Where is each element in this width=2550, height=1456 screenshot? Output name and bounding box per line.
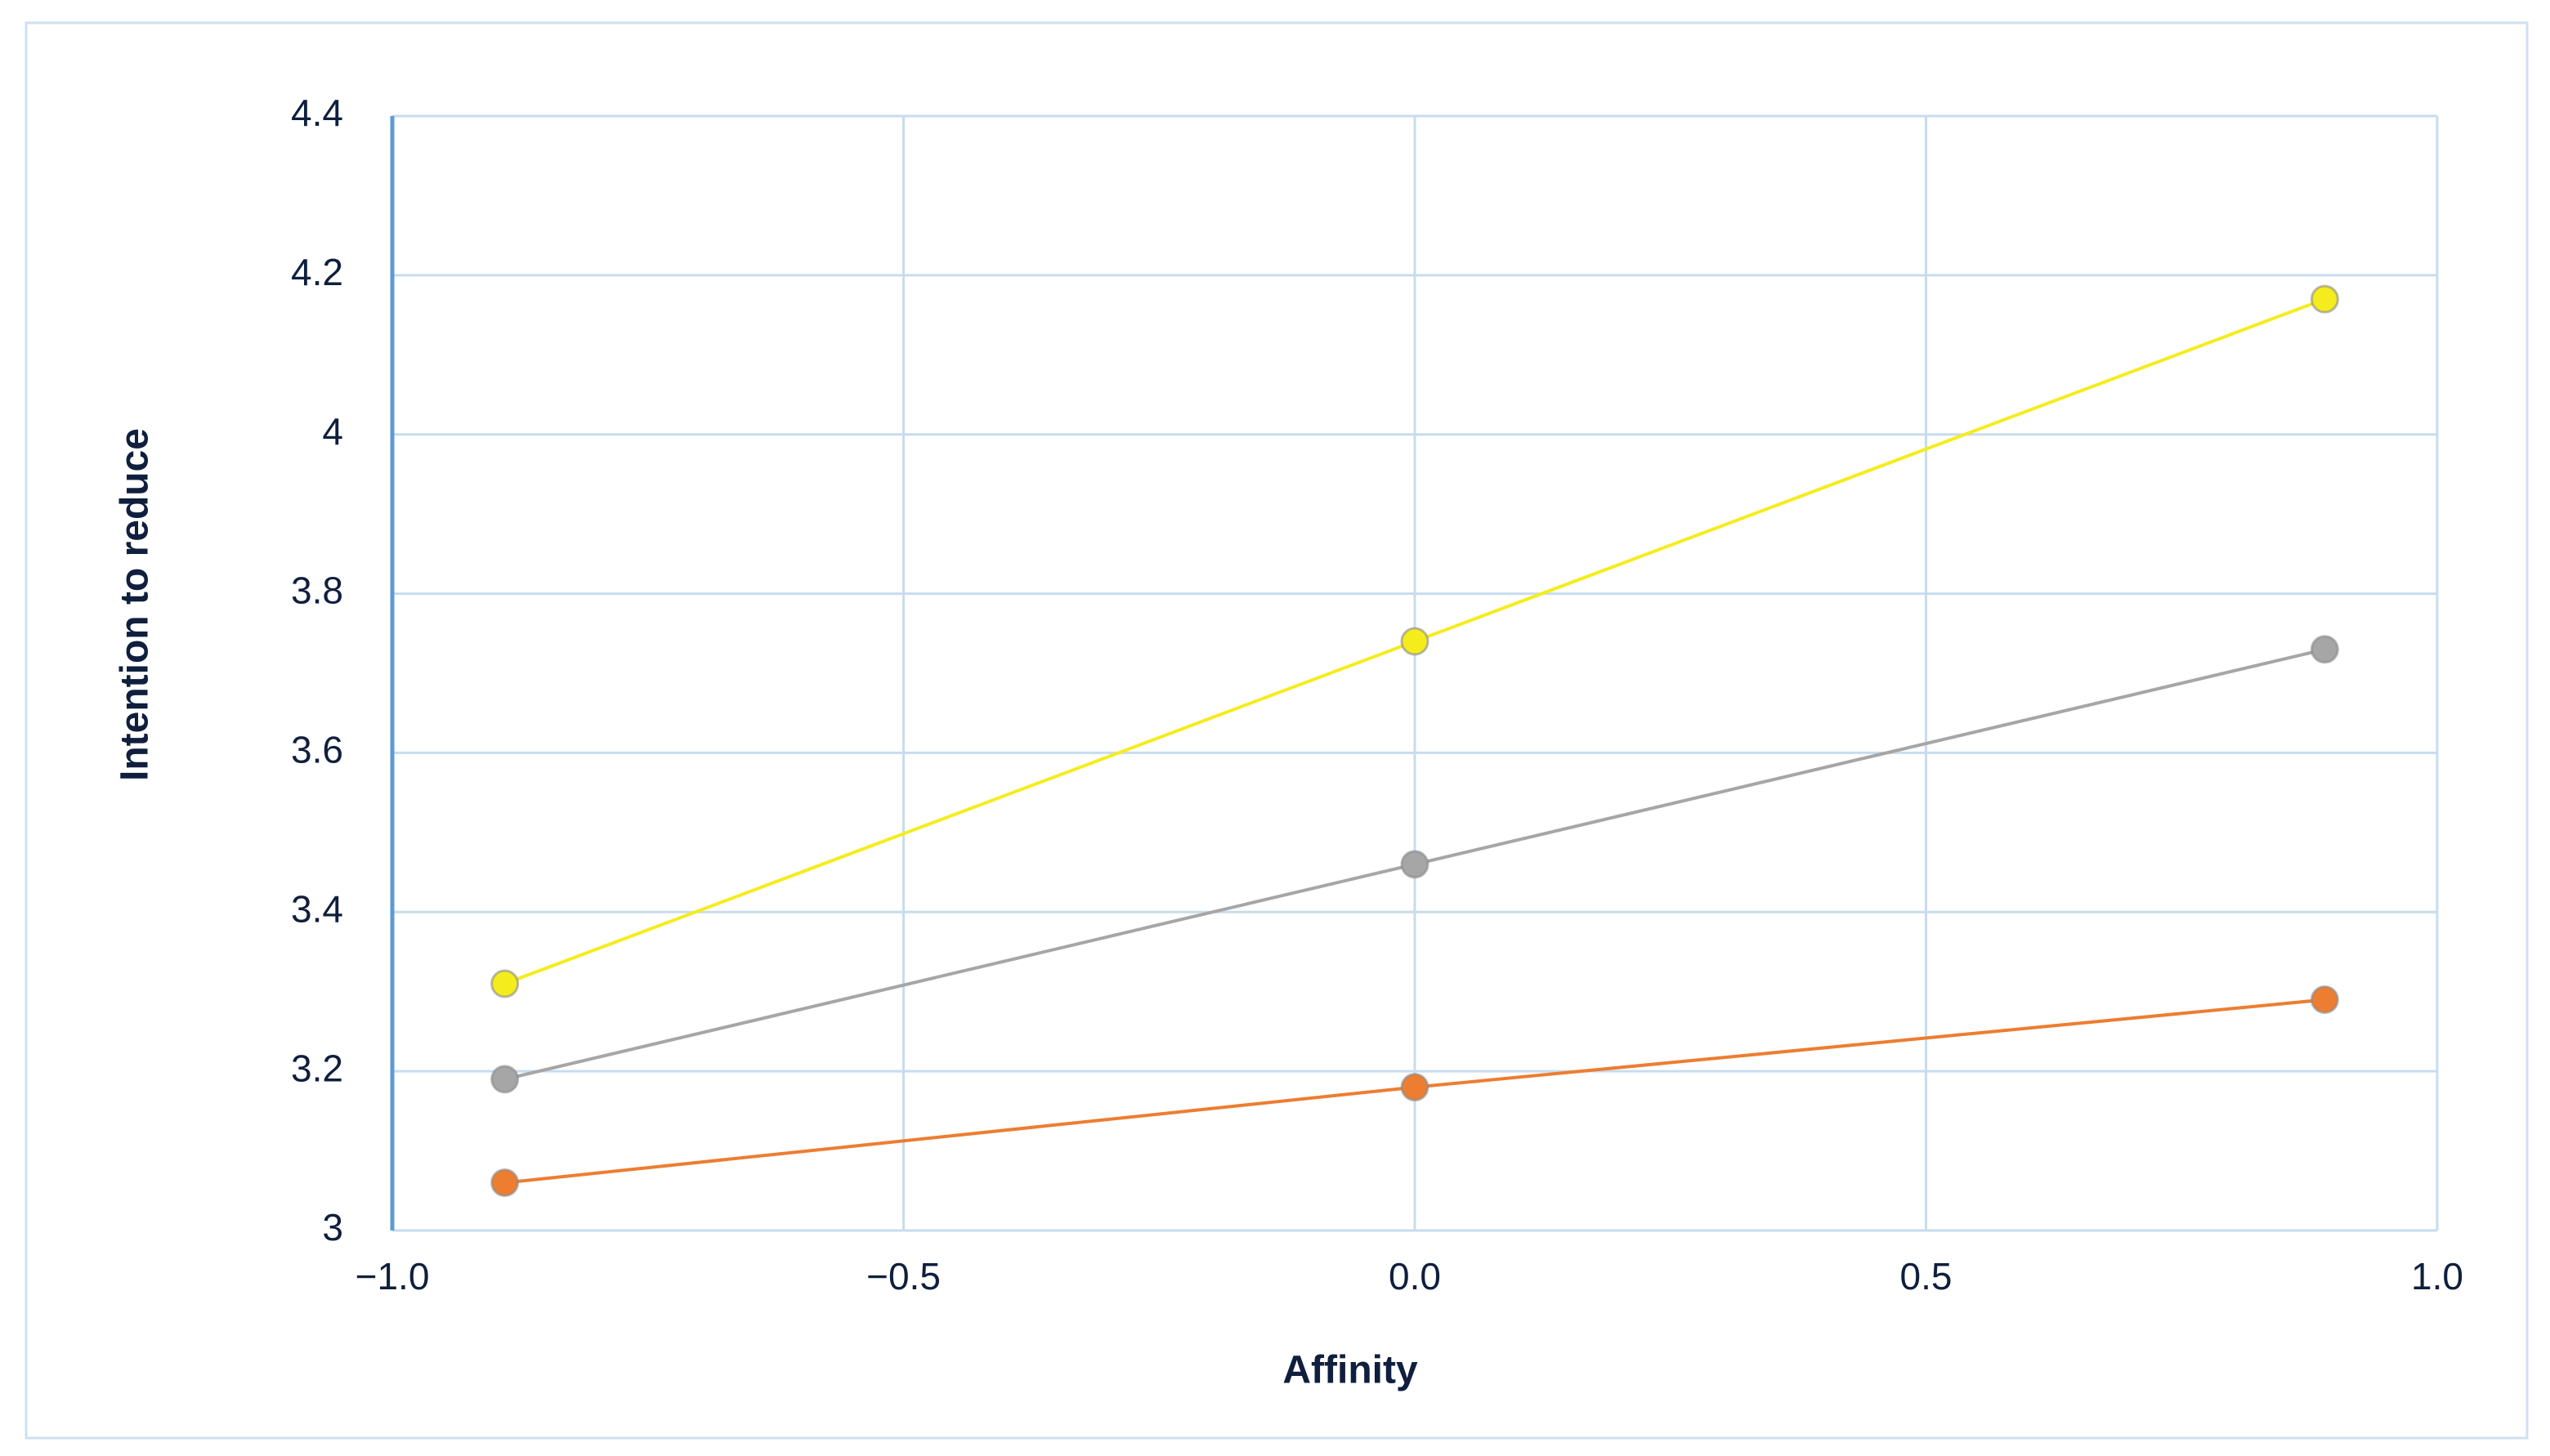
y-tick-label: 3.6 [291, 729, 343, 771]
x-axis-title: Affinity [1282, 1349, 1418, 1392]
y-tick-label: 3.4 [291, 887, 343, 930]
x-tick-label: −0.5 [866, 1255, 941, 1297]
y-axis-title: Intention to reduce [114, 428, 157, 781]
x-tick-label: 1.0 [2411, 1255, 2463, 1297]
data-point [490, 1168, 520, 1198]
y-tick-label: 3 [322, 1206, 343, 1248]
data-point [490, 969, 520, 998]
y-tick-label: 3.8 [291, 569, 343, 612]
data-point [490, 1065, 520, 1094]
y-tick-label: 4 [322, 410, 343, 453]
x-tick-label: 0.5 [1900, 1255, 1953, 1297]
y-tick-label: 4.4 [291, 92, 343, 134]
data-point [1400, 627, 1429, 656]
chart-frame [25, 21, 2529, 1440]
x-tick-label: −1.0 [356, 1255, 430, 1297]
data-point [1400, 1073, 1429, 1102]
data-point [2310, 284, 2339, 314]
y-tick-label: 4.2 [291, 251, 343, 293]
y-tick-label: 3.2 [291, 1047, 343, 1089]
data-point [1400, 850, 1429, 879]
data-point [2310, 985, 2339, 1014]
x-tick-label: 0.0 [1389, 1255, 1441, 1297]
data-point [2310, 635, 2339, 664]
